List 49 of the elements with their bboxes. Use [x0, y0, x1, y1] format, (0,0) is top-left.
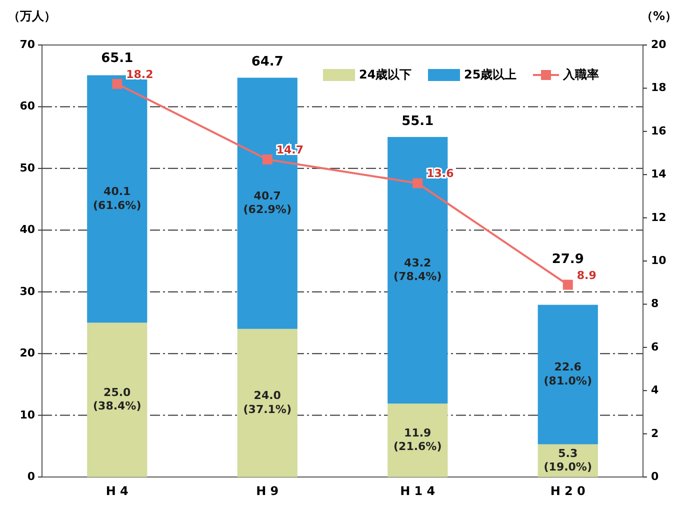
x-tick-label: H 2 0 — [550, 484, 586, 498]
y2-tick-label: 18 — [651, 81, 666, 94]
y2-tick-label: 10 — [651, 254, 667, 268]
y-tick-label: 40 — [20, 223, 36, 236]
y-axis-title: （万人） — [8, 9, 56, 23]
data-label: 40.1 (61.6%) — [93, 185, 142, 212]
y-tick-label: 60 — [20, 100, 36, 113]
x-tick-label: H 4 — [106, 484, 128, 498]
total-label: 55.1 — [402, 114, 434, 129]
y-tick-label: 30 — [20, 284, 36, 298]
bar — [538, 304, 598, 444]
y-tick-label: 70 — [20, 38, 36, 52]
y2-tick-label: 20 — [651, 38, 667, 52]
data-label: 22.6 (81.0%) — [544, 360, 592, 388]
data-label: 8.9 — [576, 268, 596, 282]
x-tick-label: H 1 4 — [400, 484, 436, 498]
legend-label: 24歳以下 — [359, 67, 412, 82]
bar — [388, 404, 448, 477]
data-label: 24.0 (37.1%) — [243, 389, 292, 416]
y2-tick-label: 6 — [651, 340, 659, 354]
data-label: 11.9 (21.6%) — [394, 426, 442, 454]
y2-tick-label: 14 — [651, 168, 667, 181]
data-label: 5.3 (19.0%) — [544, 446, 592, 474]
y2-tick-label: 8 — [651, 297, 659, 310]
point — [562, 280, 573, 290]
point — [412, 178, 423, 188]
point — [112, 78, 122, 89]
legend-label: 25歳以上 — [464, 67, 517, 82]
y-tick-label: 0 — [27, 470, 36, 484]
y-tick-label: 50 — [20, 161, 36, 174]
y2-tick-label: 16 — [651, 124, 667, 138]
total-label: 27.9 — [552, 252, 584, 267]
bar — [87, 322, 148, 477]
y2-tick-label: 2 — [651, 426, 659, 440]
y-tick-label: 20 — [20, 346, 36, 360]
y2-tick-label: 12 — [651, 210, 666, 224]
bar — [237, 328, 298, 477]
y2-axis-title: （%） — [640, 9, 677, 23]
data-label: 25.0 (38.4%) — [93, 386, 142, 413]
data-label: 43.2 (78.4%) — [394, 256, 442, 284]
total-label: 65.1 — [101, 50, 134, 66]
legend-label: 入職率 — [562, 67, 599, 82]
x-tick-label: H 9 — [256, 484, 279, 498]
total-label: 64.7 — [251, 54, 284, 70]
data-label: 40.7 (62.9%) — [243, 189, 292, 216]
y-tick-label: 10 — [20, 408, 36, 422]
y2-tick-label: 4 — [651, 384, 659, 397]
point — [262, 154, 272, 164]
y2-tick-label: 0 — [651, 470, 659, 484]
